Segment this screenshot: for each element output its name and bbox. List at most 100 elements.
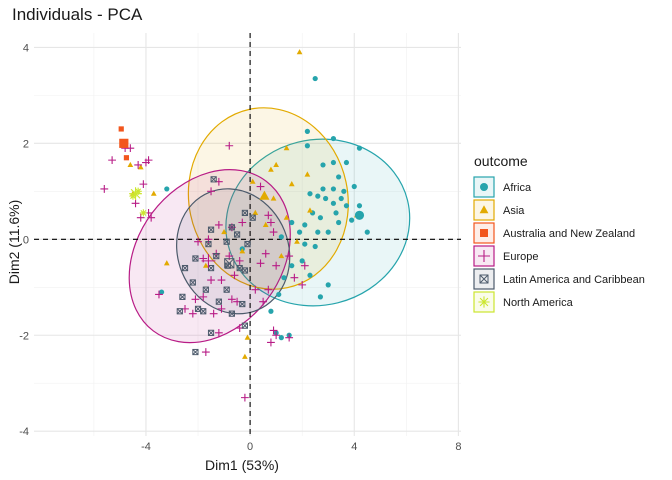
point-africa (276, 291, 282, 298)
y-tick-label: -4 (19, 426, 29, 438)
x-axis-label: Dim1 (53%) (205, 457, 279, 473)
ellipse-africa (225, 138, 411, 307)
point-latin-america-and-caribbean (179, 293, 186, 300)
point-latin-america-and-caribbean (189, 279, 196, 286)
legend-marker (480, 229, 488, 237)
centroid-africa (354, 210, 365, 220)
point-europe (131, 199, 140, 208)
point-latin-america-and-caribbean (202, 286, 209, 293)
centroid-australia-and-new-zealand (119, 138, 129, 148)
point-africa (304, 143, 310, 149)
point-europe (269, 326, 278, 335)
point-asia (127, 161, 134, 168)
point-africa (330, 186, 337, 192)
point-europe (207, 276, 215, 284)
point-europe (207, 187, 215, 196)
point-africa (351, 183, 357, 190)
point-europe (235, 256, 244, 265)
point-africa (302, 241, 308, 247)
point-africa (315, 193, 321, 199)
legend-item-asia: Asia (473, 199, 525, 221)
point-africa (307, 191, 313, 197)
point-europe (267, 338, 275, 347)
point-africa (343, 159, 350, 166)
point-africa (289, 219, 295, 226)
reference-lines (34, 33, 461, 436)
point-europe (100, 185, 109, 193)
x-tick-label: 8 (455, 441, 461, 453)
point-europe (155, 290, 163, 299)
point-europe (214, 221, 223, 229)
point-europe (108, 156, 117, 165)
point-europe (269, 228, 278, 237)
point-europe (134, 161, 143, 169)
x-tick-label: 4 (351, 441, 357, 453)
legend-item-latin-america-and-caribbean: Latin America and Caribbean (473, 268, 645, 290)
point-africa (312, 75, 318, 82)
point-europe (199, 292, 208, 301)
point-latin-america-and-caribbean (244, 240, 251, 248)
point-europe (147, 213, 156, 222)
centroid-asia (259, 190, 270, 200)
point-europe (251, 285, 260, 294)
point-europe (209, 309, 218, 318)
axis-ticks: -4 0 4 8 -4 -2 0 2 4 (19, 42, 461, 453)
point-north-america (139, 209, 147, 217)
point-africa (281, 275, 287, 281)
point-africa (356, 203, 363, 209)
legend-marker (479, 205, 489, 214)
point-africa (325, 282, 331, 288)
point-asia (268, 166, 274, 172)
point-europe (300, 261, 309, 270)
centroid-europe (201, 253, 216, 268)
point-europe (126, 144, 135, 153)
point-africa (278, 234, 284, 240)
point-europe (191, 295, 200, 304)
point-asia (270, 195, 277, 201)
legend-label: Australia and New Zealand (503, 228, 635, 240)
group-centroids (119, 138, 365, 269)
legend-title: outcome (474, 153, 528, 169)
point-latin-america-and-caribbean (192, 255, 199, 262)
legend-label: Europe (503, 251, 538, 263)
point-latin-america-and-caribbean (207, 329, 215, 336)
point-latin-america-and-caribbean (207, 226, 215, 233)
legend-label: Asia (503, 205, 525, 217)
x-tick-label: 0 (247, 441, 253, 453)
legend-label: North America (503, 297, 574, 309)
point-latin-america-and-caribbean (239, 300, 246, 308)
point-asia (150, 190, 157, 196)
point-europe (214, 328, 223, 337)
legend-item-africa: Africa (473, 176, 532, 198)
y-tick-label: -2 (19, 330, 29, 342)
point-latin-america-and-caribbean (223, 238, 230, 245)
point-europe (238, 218, 247, 227)
point-asia (262, 221, 269, 227)
point-europe (194, 237, 202, 246)
point-africa (317, 294, 324, 300)
point-africa (336, 219, 342, 226)
point-africa (302, 222, 308, 228)
point-europe (259, 297, 268, 306)
point-africa (341, 188, 347, 194)
legend-label: Africa (503, 182, 532, 194)
point-europe (267, 218, 275, 227)
point-europe (188, 309, 197, 318)
point-asia (294, 238, 300, 244)
point-asia (137, 164, 144, 170)
point-latin-america-and-caribbean (249, 214, 256, 221)
point-europe (240, 393, 249, 402)
point-africa (330, 159, 337, 166)
legend-item-north-america: North America (473, 291, 574, 313)
point-europe (144, 156, 153, 165)
point-africa (333, 210, 339, 216)
chart-title: Individuals - PCA (12, 5, 143, 24)
x-tick-label: -4 (141, 441, 151, 453)
point-latin-america-and-caribbean (210, 176, 217, 183)
centroid-north-america (129, 187, 142, 201)
point-africa (338, 195, 344, 202)
point-africa (299, 258, 305, 264)
point-europe (264, 211, 273, 220)
y-tick-label: 4 (23, 42, 29, 54)
point-europe (298, 280, 307, 289)
